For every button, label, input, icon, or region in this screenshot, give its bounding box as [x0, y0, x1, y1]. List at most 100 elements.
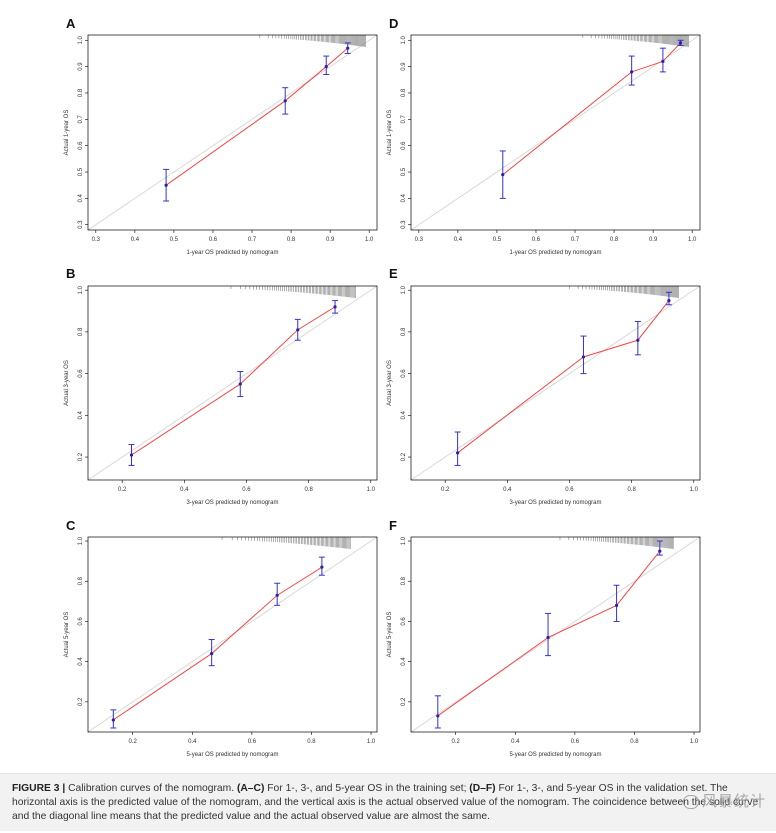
x-axis-title: 1-year OS predicted by nomogram: [186, 250, 278, 256]
calibration-curve: [165, 47, 348, 186]
y-tick-label: 0.4: [78, 657, 84, 666]
calibration-curve: [437, 550, 661, 717]
x-tick-label: 0.4: [454, 237, 463, 243]
y-tick-label: 0.7: [78, 114, 84, 123]
x-tick-label: 0.2: [452, 739, 461, 745]
caption-label: FIGURE 3 |: [12, 783, 66, 794]
data-point: [614, 603, 619, 607]
y-tick-label: 0.7: [401, 114, 407, 123]
data-point: [501, 173, 505, 177]
data-point: [238, 382, 242, 386]
y-axis-title: Actual 1-year OS: [64, 110, 70, 156]
calibration-curve: [457, 300, 670, 454]
data-point: [324, 65, 328, 69]
y-tick-label: 0.8: [78, 327, 84, 336]
data-point: [546, 635, 550, 640]
y-tick-label: 0.4: [401, 411, 407, 420]
x-tick-label: 0.3: [415, 237, 424, 243]
panel-b: B 0.2 0.4 0.6 0.8 1.0 0.2 0.4 0.6 0.8 1.0 3-year OS…: [64, 266, 378, 506]
x-tick-label: 0.3: [92, 237, 101, 243]
panel-letter: B: [66, 266, 75, 281]
x-tick-label: 0.8: [287, 237, 296, 243]
x-axis-title: 5-year OS predicted by nomogram: [186, 752, 278, 758]
plot-frame: [87, 285, 378, 481]
y-tick-label: 0.4: [78, 194, 84, 203]
y-axis-title: Actual 3-year OS: [387, 360, 393, 406]
data-point: [275, 593, 279, 597]
x-tick-label: 0.6: [242, 487, 251, 493]
panel-e: E 0.2 0.4 0.6 0.8 1.0 0.2 0.4 0.6 0.8 1.0 3-year OS…: [387, 266, 701, 506]
x-tick-label: 0.8: [627, 487, 636, 493]
y-tick-label: 1.0: [401, 35, 407, 44]
x-tick-label: 0.4: [511, 739, 520, 745]
figure-caption: FIGURE 3 | Calibration curves of the nom…: [0, 773, 776, 831]
y-tick-label: 0.6: [78, 617, 84, 626]
data-point: [320, 565, 324, 569]
x-tick-label: 0.4: [131, 237, 140, 243]
x-tick-label: 1.0: [367, 487, 376, 493]
data-point: [667, 299, 671, 303]
data-point: [129, 453, 134, 457]
x-tick-label: 1.0: [688, 237, 697, 243]
y-tick-label: 0.2: [78, 697, 84, 706]
y-tick-label: 0.8: [401, 88, 407, 97]
y-tick-label: 0.3: [78, 220, 84, 229]
panel-f: F 0.2 0.4 0.6 0.8 1.0 0.2 0.4 0.6 0.8 1.0 5-year OS…: [387, 518, 701, 758]
caption-text-2: For 1-, 3-, and 5-year OS in the trainin…: [264, 783, 470, 794]
x-tick-label: 0.7: [571, 237, 580, 243]
diagonal-reference-line: [87, 34, 378, 231]
caption-text-3: For 1-, 3-, and 5-year OS in the validat…: [12, 783, 759, 823]
x-tick-label: 0.2: [129, 739, 138, 745]
x-tick-label: 0.5: [170, 237, 179, 243]
y-tick-label: 0.6: [401, 141, 407, 150]
y-axis-title: Actual 5-year OS: [387, 612, 393, 658]
data-point: [630, 70, 634, 74]
x-tick-label: 1.0: [365, 237, 374, 243]
calibration-curve: [502, 42, 681, 176]
x-tick-label: 0.6: [532, 237, 541, 243]
data-point: [164, 183, 168, 187]
watermark-text: 风暴统计: [701, 792, 766, 810]
y-tick-label: 0.9: [401, 62, 407, 71]
calibration-curve: [131, 306, 336, 456]
x-tick-label: 0.7: [248, 237, 257, 243]
y-tick-label: 0.4: [401, 657, 407, 666]
y-tick-label: 0.8: [401, 576, 407, 585]
y-tick-label: 0.3: [401, 220, 407, 229]
panel-letter: D: [389, 16, 398, 31]
y-tick-label: 1.0: [78, 536, 84, 545]
wechat-icon: [682, 794, 699, 809]
plot-frame: [87, 536, 378, 733]
panel-letter: E: [389, 266, 398, 281]
y-tick-label: 1.0: [401, 536, 407, 545]
data-point: [333, 305, 337, 309]
plot-frame: [410, 34, 701, 231]
plot-frame: [87, 34, 378, 231]
y-axis-title: Actual 5-year OS: [64, 612, 70, 658]
y-tick-label: 0.6: [78, 141, 84, 150]
y-tick-label: 1.0: [401, 285, 407, 294]
panel-letter: F: [389, 518, 397, 533]
data-point: [658, 549, 662, 553]
data-point: [661, 59, 665, 63]
data-point: [283, 99, 287, 103]
plot-frame: [410, 285, 701, 481]
panel-letter: C: [66, 518, 76, 533]
x-tick-label: 0.8: [304, 487, 313, 493]
x-tick-label: 0.6: [571, 739, 580, 745]
panel-d: D 0.3 0.4 0.5 0.6 0.7 0.8 0.9 1.0 0.3 0.4 0.5 0.6 0.7…: [387, 16, 701, 256]
caption-bold-1: (A–C): [236, 783, 265, 794]
x-tick-label: 0.6: [565, 487, 574, 493]
watermark: 风暴统计: [682, 790, 766, 811]
plot-frame: [410, 536, 701, 733]
y-tick-label: 0.2: [401, 697, 407, 706]
data-point: [636, 338, 640, 342]
caption-bold-2: (D–F): [469, 783, 496, 794]
y-tick-label: 0.4: [401, 194, 407, 203]
x-tick-label: 0.9: [649, 237, 658, 243]
y-tick-label: 0.6: [401, 617, 407, 626]
y-tick-label: 1.0: [78, 285, 84, 294]
data-point: [210, 651, 214, 656]
data-point: [111, 718, 115, 722]
